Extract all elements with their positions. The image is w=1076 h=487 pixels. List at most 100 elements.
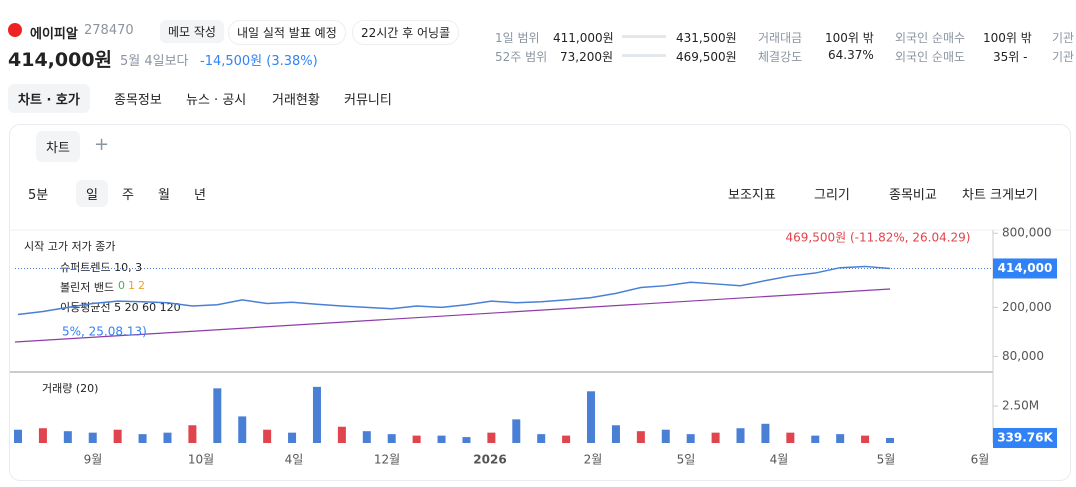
volume-bar (412, 435, 421, 443)
tab[interactable]: 뉴스 · 공시 (186, 93, 247, 108)
volume-bar (213, 388, 222, 443)
volume-bar (138, 434, 147, 443)
earnings-badge[interactable]: 내일 실적 발표 예정 (228, 20, 346, 45)
volume-bar (437, 435, 446, 443)
volume-bar (686, 434, 695, 443)
tab[interactable]: 종목정보 (114, 93, 162, 108)
volume-bar (861, 435, 870, 443)
volume-bar (387, 434, 396, 443)
period[interactable]: 주 (122, 188, 134, 203)
volume-bar (587, 391, 596, 443)
x-tick-label: 12월 (374, 453, 400, 467)
label: 기관 (1052, 50, 1075, 64)
volume-bar (263, 429, 272, 443)
volume-bar (113, 429, 122, 443)
value: 73,200원 (560, 50, 614, 64)
volume-bar (886, 437, 894, 443)
toolbar-action[interactable]: 차트 크게보기 (962, 188, 1038, 203)
volume-bar (38, 428, 47, 443)
volume-bar (562, 435, 571, 443)
volume-bar (288, 432, 297, 443)
price: 414,000원 (8, 49, 113, 71)
volume-bar (711, 432, 720, 443)
legend: 1 (128, 279, 135, 292)
volume-bar (188, 425, 197, 443)
volume-bar (462, 437, 471, 443)
interval[interactable]: 5분 (28, 188, 49, 203)
label: 52주 범위 (495, 50, 548, 64)
legend: 거래량 (20) (42, 382, 99, 395)
x-tick-label: 6월 (971, 453, 990, 467)
volume-bar (88, 432, 97, 443)
compare: 5월 4일보다 (120, 54, 189, 69)
earnings-call-badge[interactable]: 22시간 후 어닝콜 (352, 20, 460, 45)
period[interactable]: 일 (76, 180, 108, 207)
y-tick-label: 800,000 (1002, 226, 1052, 240)
tab[interactable]: 거래현황 (272, 93, 320, 108)
volume-bar (736, 428, 745, 443)
volume-bar (836, 434, 845, 443)
legend: 슈퍼트렌드 10, 3 (60, 261, 143, 274)
label: 외국인 순매수 (895, 31, 966, 45)
label: 외국인 순매도 (895, 50, 966, 64)
add-tab[interactable]: + (94, 134, 110, 155)
value: 431,500원 (676, 31, 737, 45)
stock-name[interactable]: 에이피알 (30, 27, 78, 42)
panel-tab[interactable]: 차트 (36, 131, 80, 162)
toolbar-action[interactable]: 종목비교 (889, 188, 937, 203)
legend: 2 (138, 279, 145, 292)
x-tick-label: 5일 (677, 453, 696, 467)
volume-bar (761, 423, 770, 443)
value: 64.37% (828, 48, 874, 62)
toolbar-action[interactable]: 보조지표 (728, 188, 776, 203)
volume-bar (362, 431, 371, 443)
label: 기관 (1052, 31, 1075, 45)
memo-button[interactable]: 메모 작성 (160, 20, 224, 43)
tab[interactable]: 커뮤니티 (344, 93, 392, 108)
volume-bar (661, 429, 670, 443)
label: 체결강도 (758, 50, 803, 64)
last-price-label: 414,000 (998, 261, 1053, 275)
low-note: 5%, 25.08.13) (62, 325, 147, 339)
last-volume-box (993, 427, 1057, 448)
legend: 0 (118, 279, 125, 292)
period[interactable]: 월 (158, 188, 170, 203)
high-note: 469,500원 (-11.82%, 26.04.29) (786, 231, 971, 245)
y-tick-label: 80,000 (1002, 349, 1044, 363)
volume-bar (811, 435, 820, 443)
volume-bar (238, 416, 247, 443)
label: 1일 범위 (495, 31, 540, 45)
value: 100위 밖 (825, 31, 874, 45)
period[interactable]: 년 (194, 188, 206, 203)
x-tick-label: 9월 (84, 453, 103, 467)
volume-bar (611, 425, 620, 443)
volume-bar (63, 431, 72, 443)
value: 411,000원 (553, 31, 614, 45)
legend: 시작 고가 저가 종가 (24, 240, 116, 253)
range-bar (622, 35, 666, 38)
x-tick-label: 10월 (188, 453, 214, 467)
toolbar-action[interactable]: 그리기 (814, 188, 850, 203)
volume-bar (163, 432, 172, 443)
tab[interactable]: 차트 · 호가 (8, 84, 90, 113)
x-tick-label: 2월 (584, 453, 603, 467)
volume-bar (487, 432, 496, 443)
value: 35위 - (993, 50, 1028, 64)
logo (8, 23, 22, 37)
volume-bar (337, 426, 346, 443)
volume-bar (312, 386, 321, 443)
volume-bar (14, 429, 22, 443)
volume-bar (636, 431, 645, 443)
last-price-box (993, 258, 1057, 279)
volume-bar (537, 434, 546, 443)
change: -14,500원 (3.38%) (200, 54, 318, 69)
y-tick-label: 200,000 (1002, 300, 1052, 314)
x-tick-label: 5월 (877, 453, 896, 467)
legend: 볼린저 밴드 (60, 281, 115, 294)
x-tick-label: 4월 (770, 453, 789, 467)
volume-bar (786, 432, 795, 443)
value: 469,500원 (676, 50, 737, 64)
last-volume-label: 339.76K (997, 430, 1053, 444)
